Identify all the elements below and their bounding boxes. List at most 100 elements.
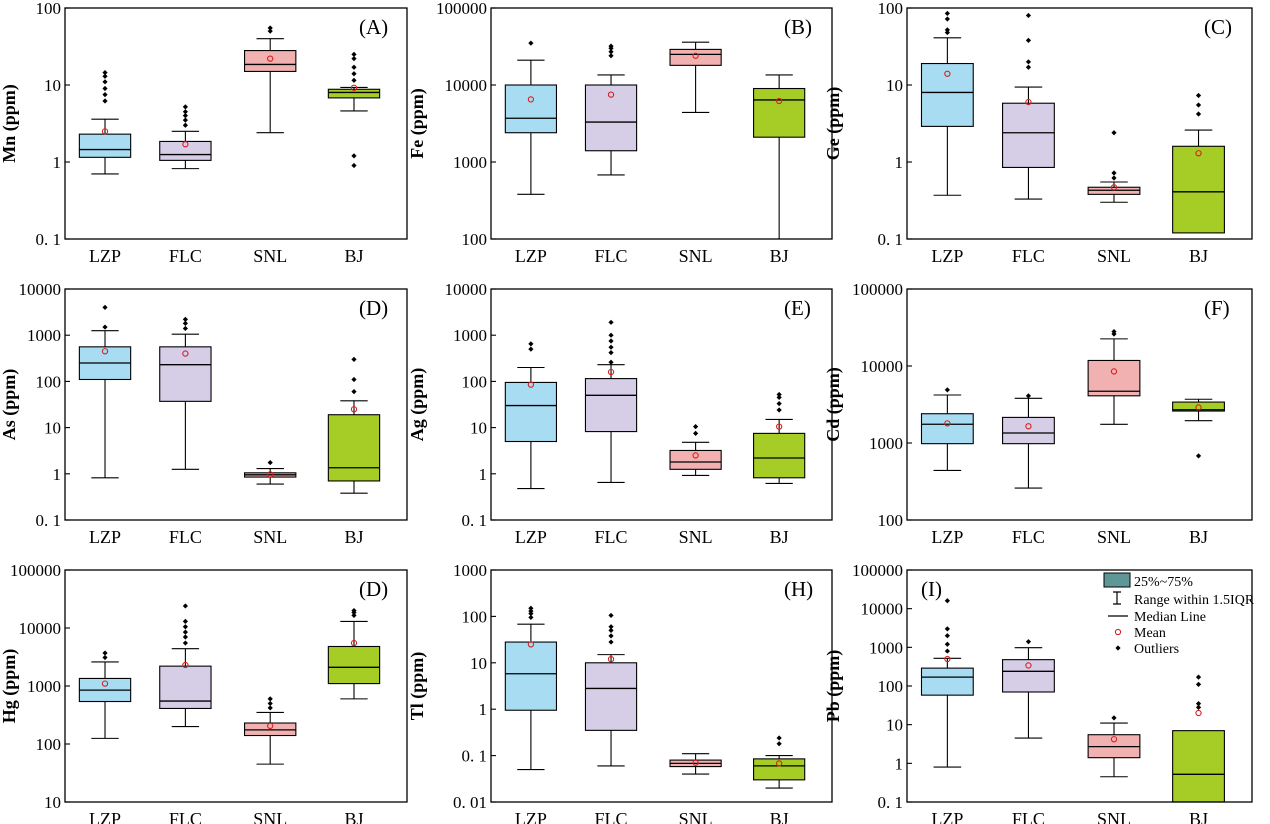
iqr-box xyxy=(753,87,806,138)
y-tick-label: 100 xyxy=(462,372,488,391)
y-tick-label: 10 xyxy=(470,419,487,438)
y-tick-label: 100 xyxy=(36,0,62,18)
y-tick-label: 10000 xyxy=(19,280,62,299)
outlier-point xyxy=(182,122,188,128)
y-axis-title: Tl (ppm) xyxy=(407,652,428,721)
outlier-point xyxy=(693,424,699,430)
box-bj xyxy=(1172,398,1225,459)
mean-marker xyxy=(1110,736,1118,743)
outlier-point xyxy=(351,71,357,77)
plot-frame xyxy=(490,288,833,521)
outlier-point xyxy=(776,741,782,747)
box-bj xyxy=(1172,674,1225,803)
box-snl xyxy=(244,459,297,485)
outlier-point xyxy=(182,113,188,119)
y-tick-label: 1000 xyxy=(453,561,487,580)
x-tick-label: BJ xyxy=(1189,246,1208,266)
plot-frame xyxy=(64,7,408,240)
mean-marker xyxy=(267,55,274,62)
mean-marker xyxy=(692,452,699,459)
outlier-point xyxy=(182,624,188,630)
outlier-point xyxy=(102,69,108,76)
x-tick-label: BJ xyxy=(770,246,789,266)
outlier-point xyxy=(608,332,614,338)
outlier-point xyxy=(528,605,534,611)
outlier-point xyxy=(1195,453,1202,459)
outlier-point xyxy=(267,459,273,466)
iqr-box xyxy=(584,84,638,152)
iqr-box xyxy=(753,432,806,479)
y-tick-label: 100 xyxy=(36,735,62,754)
y-tick-label: 100000 xyxy=(852,561,903,580)
box-flc xyxy=(1002,639,1055,739)
mean-marker xyxy=(267,471,274,478)
iqr-box xyxy=(1087,359,1141,397)
y-tick-label: 10000 xyxy=(445,280,488,299)
box-lzp xyxy=(504,40,558,195)
mean-marker xyxy=(692,759,699,766)
x-tick-label: BJ xyxy=(770,809,789,824)
outlier-point xyxy=(944,633,950,639)
outlier-point xyxy=(944,598,950,604)
x-tick-label: BJ xyxy=(1189,527,1208,547)
chart-panel: 0. 1 1 10 100 LZP FLC SNL BJ Ge (ppm) (C) xyxy=(823,0,1253,266)
mean-marker xyxy=(101,348,109,355)
y-axis-title: Hg (ppm) xyxy=(0,649,20,724)
outlier-point xyxy=(1195,704,1202,710)
mean-marker xyxy=(1025,98,1032,106)
outlier-point xyxy=(776,401,782,407)
y-tick-label: 10 xyxy=(886,76,903,95)
mean-marker xyxy=(775,423,783,430)
outlier-point xyxy=(102,79,108,85)
x-tick-label: FLC xyxy=(1012,809,1045,824)
chart-panel: 10 100 1000 10000 100000 LZP FLC SNL BJ Hg (ppm) (… xyxy=(0,561,408,824)
outlier-point xyxy=(102,98,108,104)
iqr-box xyxy=(1172,730,1225,803)
box-snl xyxy=(669,41,722,114)
mean-marker xyxy=(1110,368,1118,375)
outlier-point xyxy=(351,51,357,57)
x-tick-label: LZP xyxy=(89,246,121,266)
x-tick-label: BJ xyxy=(1189,809,1208,824)
y-tick-label: 1 xyxy=(53,153,62,172)
outlier-point xyxy=(1111,715,1117,721)
outlier-point xyxy=(608,49,614,55)
iqr-box xyxy=(584,662,638,731)
x-tick-label: LZP xyxy=(89,527,121,547)
outlier-point xyxy=(267,25,273,31)
mean-marker xyxy=(182,141,189,148)
outlier-point xyxy=(528,608,534,614)
panel-label: (E) xyxy=(784,296,811,320)
box-bj xyxy=(327,356,381,494)
iqr-box xyxy=(327,414,381,482)
outlier-point xyxy=(608,359,614,365)
outlier-point xyxy=(102,654,108,661)
outlier-point xyxy=(351,612,357,618)
plot-frame xyxy=(490,569,833,803)
iqr-box xyxy=(920,62,974,127)
legend-mean-icon xyxy=(1114,628,1122,636)
outlier-point xyxy=(608,53,614,59)
iqr-box xyxy=(78,133,132,158)
outlier-point xyxy=(608,639,614,645)
iqr-box xyxy=(920,413,974,445)
outlier-point xyxy=(608,624,614,630)
outlier-point xyxy=(944,29,950,36)
y-tick-label: 1000 xyxy=(869,638,903,657)
outlier-point xyxy=(182,629,188,635)
box-bj xyxy=(753,74,806,240)
y-tick-label: 1000 xyxy=(453,153,487,172)
x-tick-label: FLC xyxy=(169,246,202,266)
y-tick-label: 100 xyxy=(878,677,904,696)
panel-label: (A) xyxy=(359,15,388,39)
y-tick-label: 10 xyxy=(886,716,903,735)
x-tick-label: LZP xyxy=(515,809,547,824)
outlier-point xyxy=(182,618,188,624)
mean-marker xyxy=(1195,709,1202,717)
box-lzp xyxy=(504,341,558,490)
mean-marker xyxy=(1110,184,1118,191)
outlier-point xyxy=(693,430,699,436)
y-tick-label: 10 xyxy=(470,654,487,673)
x-tick-label: BJ xyxy=(344,246,363,266)
outlier-point xyxy=(182,316,188,322)
